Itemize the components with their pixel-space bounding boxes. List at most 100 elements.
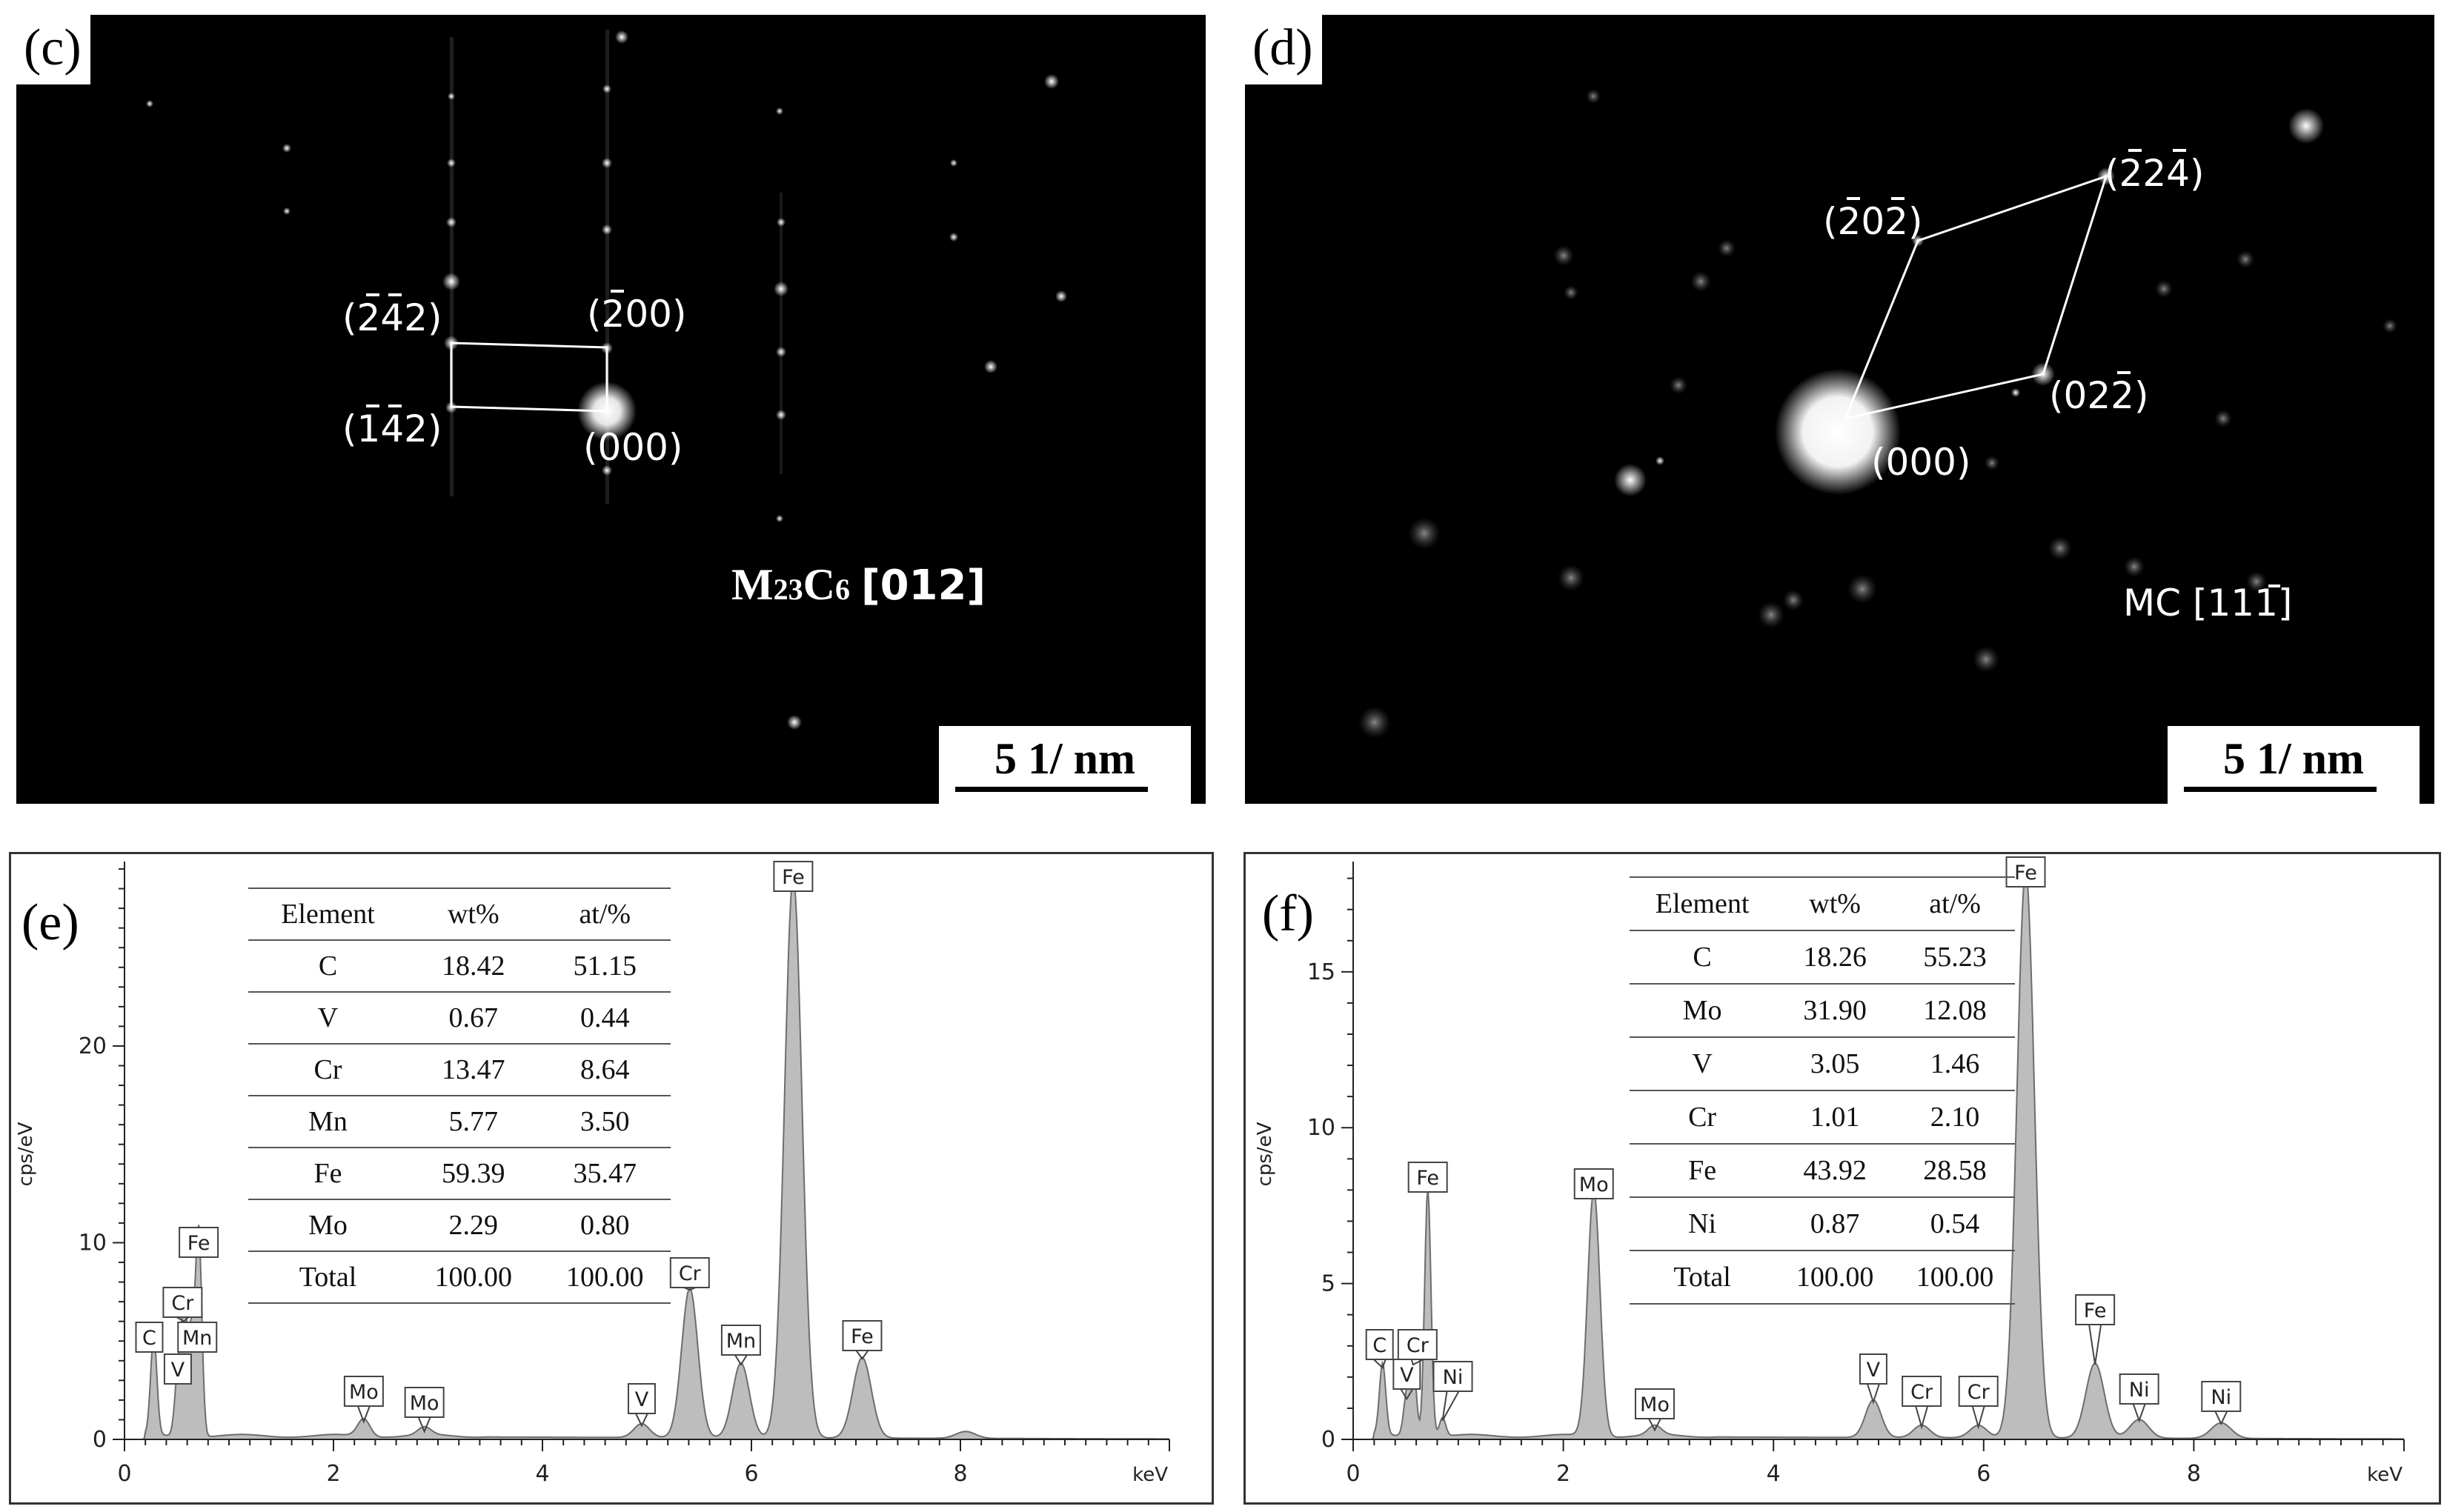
peak-marker-box bbox=[179, 1227, 219, 1258]
central-beam bbox=[1775, 369, 1901, 495]
table-cell: 0.54 bbox=[1895, 1197, 2015, 1251]
table-header-row: Element wt% at/% bbox=[248, 887, 671, 941]
overbar bbox=[1891, 197, 1905, 200]
table-cell: 0.44 bbox=[539, 992, 671, 1045]
diffraction-spot bbox=[602, 224, 612, 235]
table-cell: 31.90 bbox=[1775, 984, 1896, 1038]
peak-marker-label: Ni bbox=[2211, 1386, 2231, 1409]
peak-marker-pointer bbox=[1914, 1405, 1929, 1430]
spot-label-text: (200) bbox=[587, 293, 687, 336]
table-cell: 0.87 bbox=[1775, 1197, 1896, 1251]
peak-marker-label: Cr bbox=[171, 1292, 194, 1315]
table-row: C 18.42 51.15 bbox=[248, 940, 671, 993]
peak-marker-box bbox=[627, 1383, 656, 1414]
table-row: Mo 31.90 12.08 bbox=[1630, 984, 2015, 1038]
diffraction-spot bbox=[602, 465, 612, 476]
overbar bbox=[388, 404, 402, 407]
eds-panel-e: 0 2 4 6 8 keV 0 10 20 cps/eV C V Cr Mn Fe Mo Mo V Cr Mn Fe Fe… bbox=[9, 852, 1214, 1505]
diffraction-spot bbox=[615, 30, 628, 44]
table-cell: 5.77 bbox=[408, 1096, 539, 1148]
scale-bar-box: 5 1/ nm bbox=[2168, 726, 2420, 804]
diffraction-spot bbox=[776, 347, 786, 357]
peak-marker-label: Fe bbox=[187, 1232, 210, 1255]
peak-marker-label: Mn bbox=[726, 1330, 756, 1353]
table-row: Cr 13.47 8.64 bbox=[248, 1044, 671, 1096]
spectrum-line bbox=[124, 876, 1169, 1440]
spot-label-text: (242) bbox=[342, 296, 442, 339]
y-tick-label: 0 bbox=[93, 1427, 107, 1453]
peak-marker-pointer bbox=[1372, 1359, 1387, 1369]
table-cell: 55.23 bbox=[1895, 930, 2015, 985]
diffuse-spot bbox=[2155, 280, 2173, 298]
spot-label-text: (202) bbox=[1823, 200, 1923, 243]
table-header-cell: Element bbox=[248, 887, 408, 941]
diffraction-spot bbox=[446, 217, 456, 227]
table-row: V 3.05 1.46 bbox=[1630, 1037, 2015, 1091]
table-cell: 0.80 bbox=[539, 1199, 671, 1252]
table-row: Cr 1.01 2.10 bbox=[1630, 1090, 2015, 1145]
y-axis-label: cps/eV bbox=[15, 1122, 37, 1186]
x-tick-label: 2 bbox=[1556, 1461, 1570, 1487]
diffuse-spot bbox=[1758, 602, 1784, 628]
peak-marker-pointer bbox=[2088, 1324, 2102, 1365]
peak-marker-box bbox=[773, 861, 814, 892]
diffraction-spot bbox=[787, 715, 802, 730]
diffuse-spot bbox=[1783, 590, 1804, 610]
table-header-cell: Element bbox=[1630, 876, 1776, 931]
peak-marker-pointer bbox=[1441, 1391, 1461, 1422]
peak-marker-label: Cr bbox=[1407, 1334, 1429, 1357]
x-axis-unit: keV bbox=[1132, 1464, 1168, 1486]
table-row: Mn 5.77 3.50 bbox=[248, 1096, 671, 1148]
x-tick-label: 6 bbox=[1976, 1461, 1990, 1487]
table-row: Total 100.00 100.00 bbox=[248, 1251, 671, 1304]
diffuse-spot bbox=[1358, 706, 1391, 739]
table-cell: 8.64 bbox=[539, 1044, 671, 1096]
phase-label-d: MC [111] bbox=[2123, 582, 2293, 625]
peak-marker-box bbox=[720, 1325, 761, 1356]
table-cell: Mo bbox=[1630, 984, 1776, 1038]
peak-marker-box bbox=[1634, 1388, 1675, 1419]
spot-label-000: (000) bbox=[583, 426, 683, 469]
diffraction-spot bbox=[2011, 388, 2020, 397]
diffraction-spot bbox=[282, 144, 291, 153]
table-cell: 0.67 bbox=[408, 992, 539, 1045]
spectrum-line bbox=[1353, 870, 2404, 1440]
saed-panel-c: (c) (242) (200) (142) (000) M23C6 [012] … bbox=[16, 15, 1206, 804]
peak-marker-box bbox=[162, 1287, 203, 1318]
spot-label-200: (200) bbox=[587, 290, 687, 336]
spot-label-142: (142) bbox=[342, 404, 442, 450]
x-tick-label: 0 bbox=[117, 1461, 131, 1487]
peak-marker-label: V bbox=[171, 1359, 185, 1382]
panel-label-e: (e) bbox=[16, 893, 85, 953]
table-row: Total 100.00 100.00 bbox=[1630, 1250, 2015, 1305]
peak-marker-label: Ni bbox=[2129, 1379, 2150, 1402]
diffraction-spot bbox=[776, 107, 783, 115]
panel-label-d: (d) bbox=[1245, 15, 1322, 84]
peak-marker-label: Fe bbox=[851, 1325, 874, 1348]
table-cell: 2.29 bbox=[408, 1199, 539, 1252]
y-tick-label: 10 bbox=[79, 1230, 107, 1256]
peak-marker-label: Fe bbox=[1416, 1167, 1439, 1190]
table-cell: 28.58 bbox=[1895, 1144, 2015, 1198]
diffraction-spot bbox=[950, 159, 957, 167]
streak-column bbox=[605, 30, 609, 504]
panel-label-c: (c) bbox=[16, 15, 90, 84]
diffuse-spot bbox=[2048, 536, 2072, 560]
peak-marker-box bbox=[1859, 1353, 1887, 1385]
scale-bar-box: 5 1/ nm bbox=[939, 726, 1191, 804]
diffraction-spot bbox=[448, 93, 455, 100]
peak-marker-pointer bbox=[2214, 1411, 2228, 1426]
overbar bbox=[388, 293, 402, 296]
overbar bbox=[2117, 371, 2131, 374]
table-cell: 51.15 bbox=[539, 940, 671, 993]
peak-marker-box bbox=[2075, 1294, 2116, 1325]
spot-label-202: (202) bbox=[1823, 197, 1923, 243]
table-cell: Total bbox=[248, 1251, 408, 1304]
composition-table-e: Element wt% at/% C 18.42 51.15 V 0.67 0.44 Cr 13.4… bbox=[248, 887, 671, 1304]
peak-marker-label: V bbox=[635, 1388, 649, 1411]
diffuse-spot bbox=[2237, 250, 2254, 268]
diffuse-spot bbox=[1985, 456, 1999, 470]
peak-marker-box bbox=[1397, 1329, 1438, 1360]
diffraction-spot bbox=[2288, 108, 2324, 144]
